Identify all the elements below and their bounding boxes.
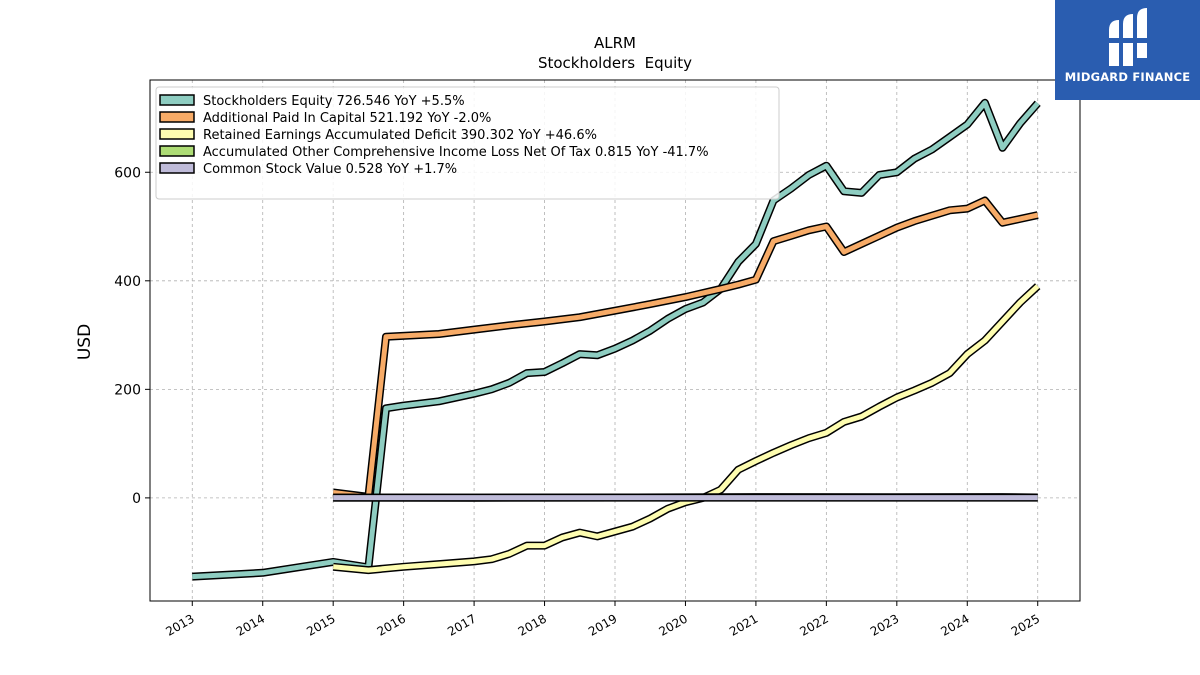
legend-label: Stockholders Equity 726.546 YoY +5.5% <box>203 94 465 109</box>
chart-subtitle: Stockholders Equity <box>538 54 692 72</box>
series-1 <box>332 196 1039 501</box>
brand-name: MIDGARD FINANCE <box>1064 70 1191 84</box>
x-tick-label: 2024 <box>938 611 971 638</box>
x-tick-label: 2018 <box>516 611 549 638</box>
legend-swatch <box>159 162 195 174</box>
x-tick-label: 2019 <box>586 611 619 638</box>
y-tick-label: 400 <box>114 274 141 290</box>
legend-label: Additional Paid In Capital 521.192 YoY -… <box>203 111 491 126</box>
x-tick-label: 2014 <box>234 611 267 638</box>
x-tick-label: 2016 <box>375 611 408 638</box>
x-tick-label: 2021 <box>727 611 760 638</box>
series-2-line <box>332 284 1040 573</box>
legend-swatch <box>159 145 195 157</box>
legend-swatch <box>159 128 195 140</box>
series-1-line <box>332 198 1039 500</box>
legend-label: Common Stock Value 0.528 YoY +1.7% <box>203 162 457 177</box>
y-tick-label: 600 <box>114 165 141 181</box>
series-0 <box>192 98 1041 581</box>
x-tick-label: 2020 <box>657 611 690 638</box>
chart-title: ALRM <box>594 34 636 52</box>
legend-swatch <box>159 111 195 123</box>
series-2 <box>332 283 1041 575</box>
x-tick-label: 2023 <box>868 611 901 638</box>
legend-box <box>155 86 780 200</box>
series-layer <box>192 98 1041 581</box>
y-axis-label: USD <box>75 324 95 360</box>
axes: 2013 2014 2015 2016 2017 2018 2019 2020 2021 2022… <box>114 165 1042 639</box>
x-tick-label: 2015 <box>304 611 337 638</box>
legend-swatch <box>159 94 195 106</box>
x-tick-label: 2025 <box>1009 611 1042 638</box>
legend: Stockholders Equity 726.546 YoY +5.5% Add… <box>155 86 780 200</box>
x-tick-label: 2013 <box>163 611 196 638</box>
y-tick-label: 200 <box>114 382 141 398</box>
legend-label: Accumulated Other Comprehensive Income L… <box>203 145 709 160</box>
x-tick-label: 2017 <box>445 611 478 638</box>
y-tick-label: 0 <box>132 491 141 507</box>
brand-logo: MIDGARD FINANCE <box>1055 0 1200 100</box>
series-0-line <box>192 100 1040 580</box>
legend-label: Retained Earnings Accumulated Deficit 39… <box>203 128 597 143</box>
x-tick-label: 2022 <box>797 611 830 638</box>
brand-logo-icon <box>1107 8 1149 66</box>
